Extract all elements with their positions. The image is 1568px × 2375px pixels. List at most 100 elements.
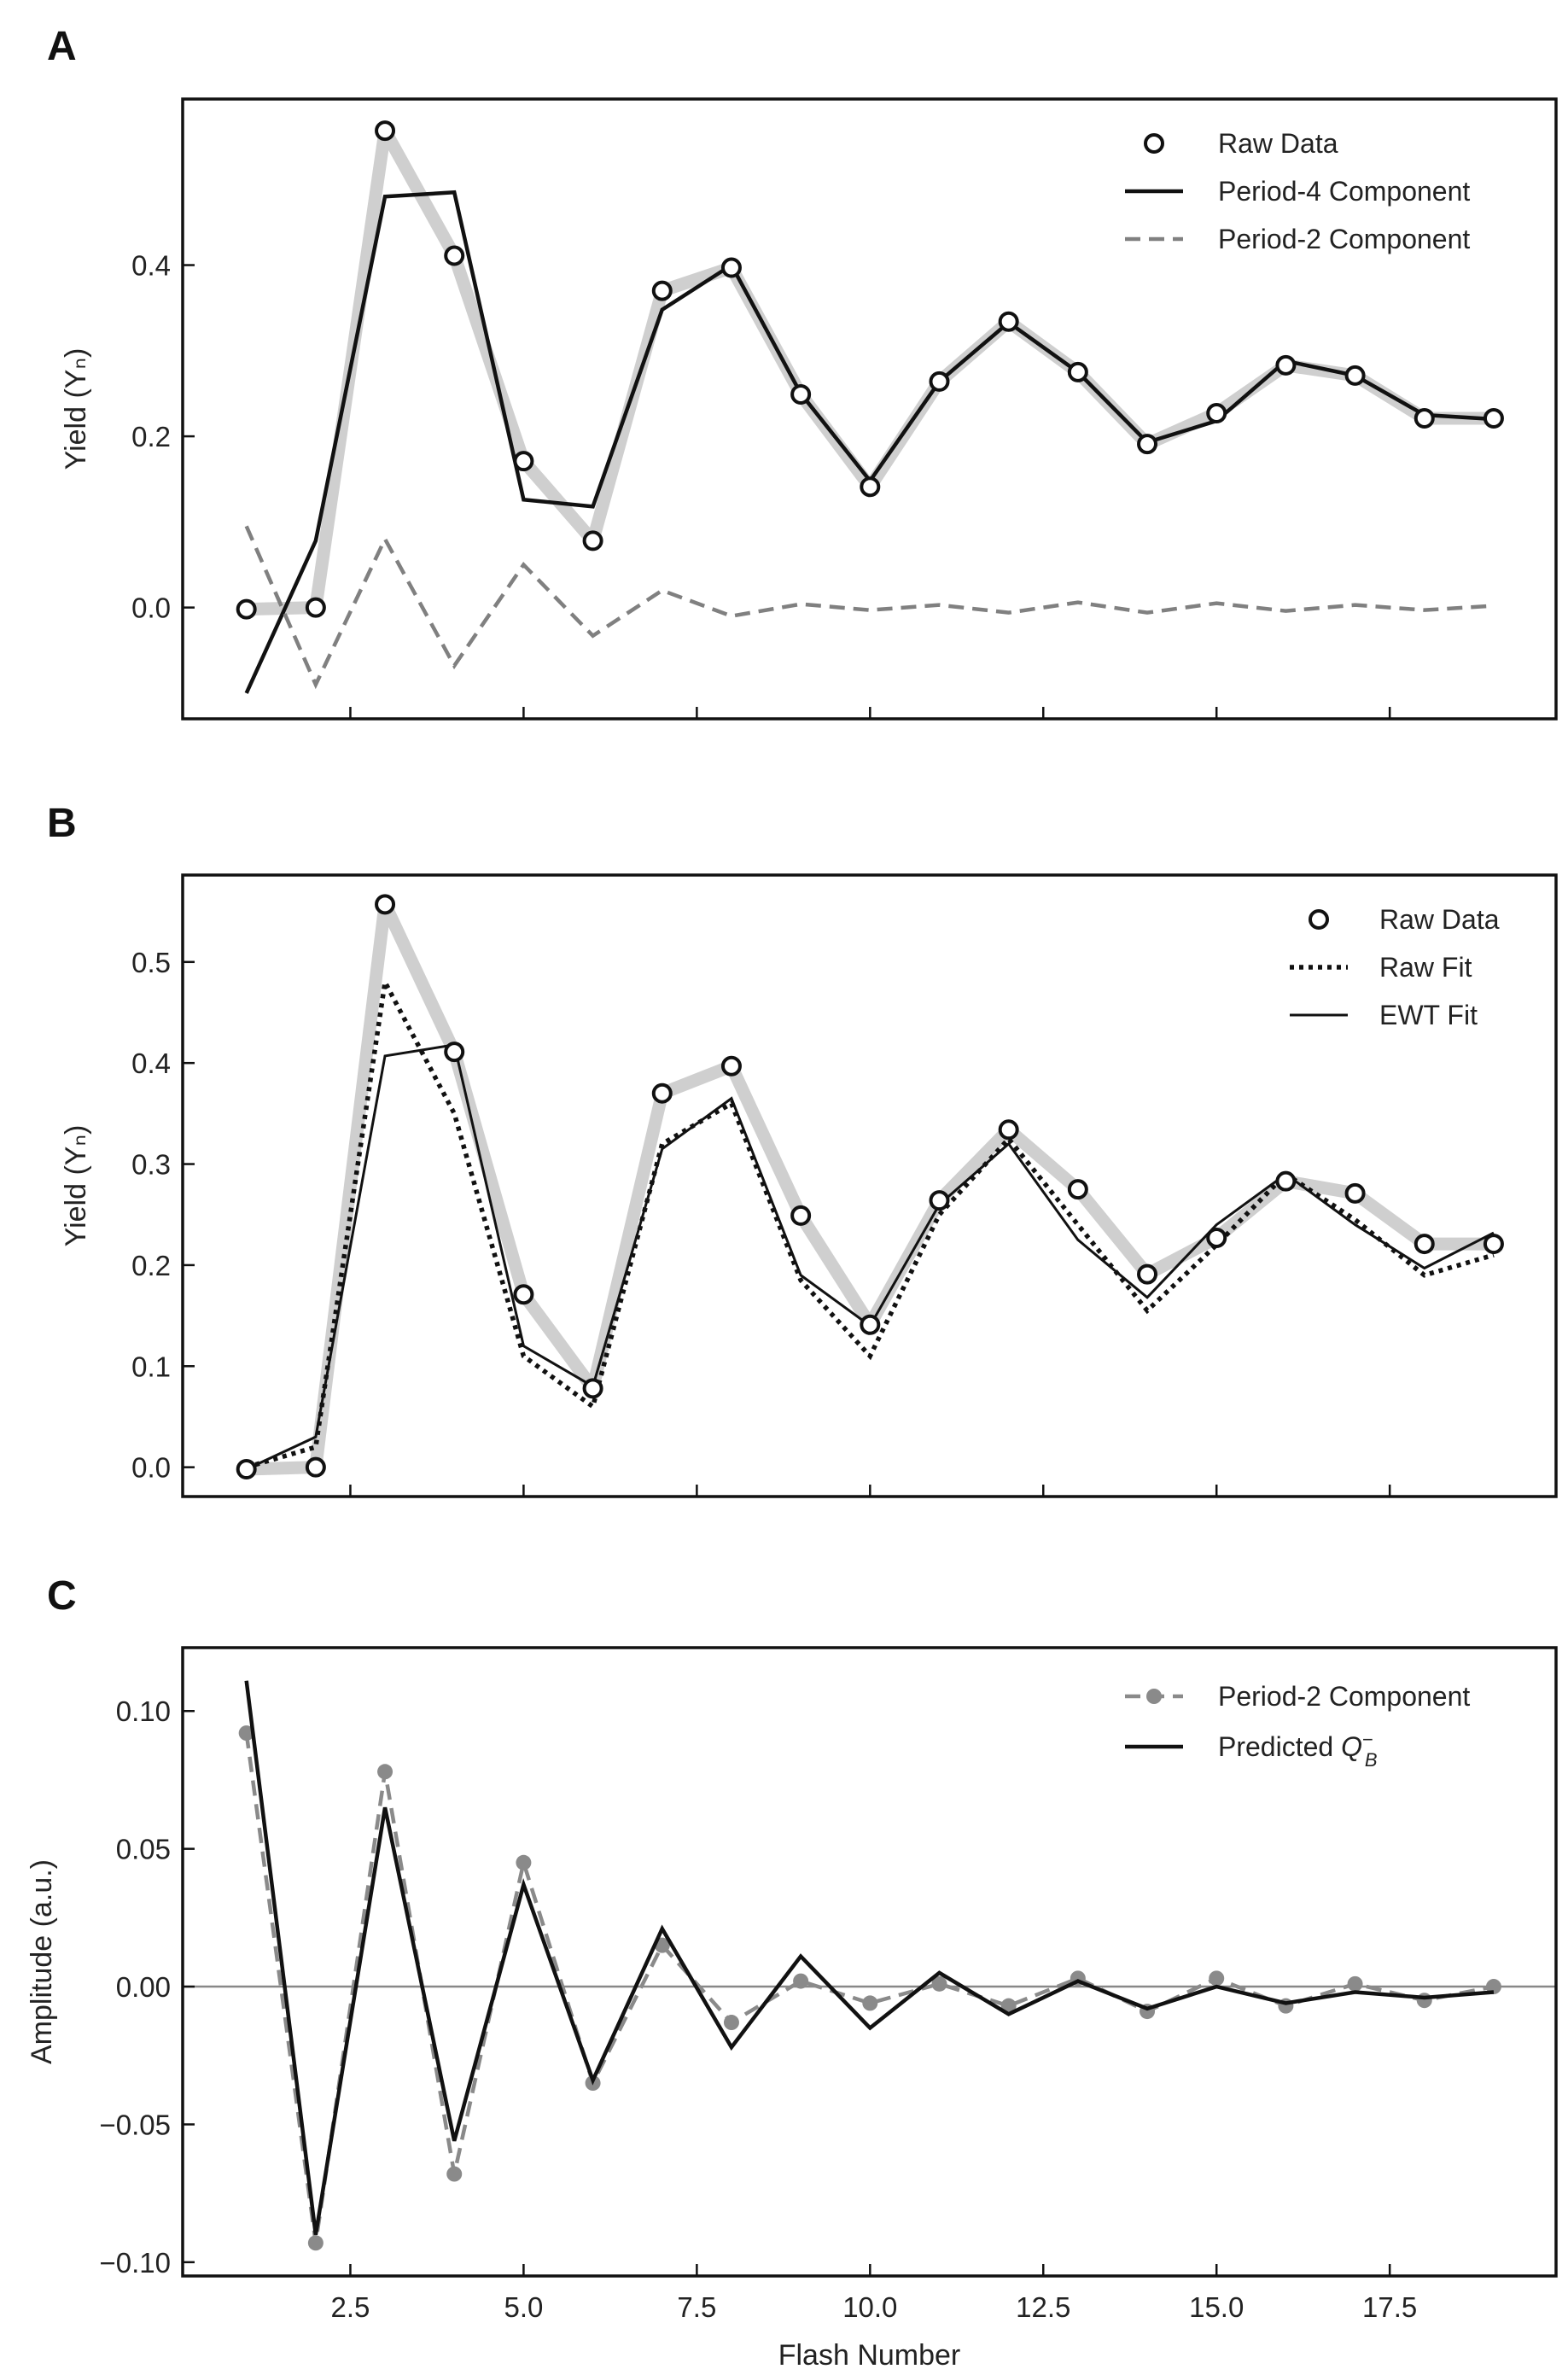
panel-label: C [47,1573,77,1619]
y-tick-label: 0.0 [131,592,171,624]
raw-data-point [444,1042,465,1063]
axes-frame [181,873,1558,1498]
x-tick-label: 5.0 [504,2291,543,2323]
raw-data-point [305,1456,326,1478]
y-tick-label: 0.0 [131,1452,171,1484]
y-tick-label: 0.5 [131,947,171,978]
raw-data-point [929,371,950,392]
raw-data-point [1206,403,1227,424]
legend: Raw Data Raw Fit EWT Fit [1290,904,1500,1030]
raw-data-point [998,311,1019,332]
raw-data-point [720,257,742,278]
legend-label: Period-2 Component [1218,1681,1470,1712]
period-2-point [862,1995,878,2011]
raw-data-point [1483,1234,1504,1255]
x-tick-label: 7.5 [677,2291,716,2323]
x-tick-label: 10.0 [842,2291,897,2323]
raw-data-point [1414,408,1435,429]
raw-data-point [651,1082,673,1104]
raw-data-point [860,1314,881,1335]
legend-label: Raw Data [1218,128,1338,159]
period-2-point [793,1973,809,1989]
legend-label: Raw Fit [1379,952,1472,983]
raw-data-point [860,476,881,498]
series-line-period-2-component [244,1732,1495,2244]
legend-label: Period-2 Component [1218,224,1470,254]
raw-data-point [929,1190,950,1211]
y-tick-label: 0.05 [116,1834,171,1865]
period-2-point [931,1975,947,1992]
legend-label: Period-4 Component [1218,176,1470,207]
y-axis-label: Amplitude (a.u.) [26,1859,58,2064]
legend-label: EWT Fit [1379,1000,1478,1030]
raw-data-point [513,1284,534,1305]
period-2-point [377,1764,393,1780]
panel-A: A 0.0 0.2 0.4 Yield (Yₙ) Raw Data Period-4 Com… [47,24,1558,721]
legend-item: Period-2 Component [1125,1681,1470,1712]
period-2-point [1485,1979,1501,1995]
period-2-point [238,1725,254,1742]
panel-label: A [47,24,77,69]
legend-item: Raw Data [1309,904,1500,935]
raw-data-point [1275,1170,1297,1192]
y-tick-label: 0.2 [131,421,171,452]
raw-data-point [375,120,396,142]
y-tick-label: 0.3 [131,1149,171,1181]
raw-data-point [720,1055,742,1077]
legend-marker-circle [1309,909,1329,930]
x-tick-label: 12.5 [1016,2291,1070,2323]
y-tick-label: 0.4 [131,250,171,282]
legend-item: EWT Fit [1290,1000,1478,1030]
raw-data-point [1414,1234,1435,1255]
x-tick-label: 15.0 [1189,2291,1244,2323]
legend: Period-2 Component Predicted Q− B [1125,1681,1470,1771]
period-2-point [723,2015,739,2031]
period-2-point [1209,1970,1225,1987]
y-tick-label: 0.4 [131,1047,171,1079]
period-2-point [1347,1975,1363,1992]
raw-data-point [236,598,257,620]
raw-data-point [790,1205,812,1226]
legend-label: Predicted Q− B [1218,1729,1378,1771]
raw-data-point [651,280,673,301]
legend-item: Raw Data [1144,128,1338,159]
panel-label: B [47,801,77,846]
series-line-predicted-q-b [244,1680,1495,2235]
raw-data-point [513,451,534,472]
y-tick-label: −0.05 [100,2109,172,2140]
raw-data-point [790,383,812,405]
y-tick-label: 0.1 [131,1351,171,1382]
raw-data-point [1137,1263,1158,1285]
legend: Raw Data Period-4 Component Period-2 Compo… [1125,128,1470,254]
y-tick-label: 0.2 [131,1250,171,1281]
period-2-point [446,2166,463,2182]
raw-data-trace [246,897,1494,1476]
raw-data-point [1137,434,1158,455]
raw-data-point [375,894,396,915]
raw-data-point [582,1378,603,1399]
series-line-period-4-component [244,190,1495,694]
axes-frame [181,1646,1558,2278]
y-tick-label: 0.00 [116,1971,171,2003]
panel-C: C 2.5 5.0 7.5 10.0 12.5 15.0 17.5 −0.10 −0.05 0.00… [26,1573,1558,2372]
y-tick-label: −0.10 [100,2247,172,2279]
period-2-point [1416,1993,1432,2009]
raw-data-point [1067,1179,1088,1200]
x-tick-label: 2.5 [331,2291,370,2323]
legend-label: Raw Data [1379,904,1500,935]
series-line-raw-fit [245,974,1495,1470]
raw-data-point [998,1119,1019,1141]
raw-data-point [1344,1182,1366,1204]
legend-item: Raw Fit [1290,952,1472,983]
x-tick-label: 17.5 [1362,2291,1417,2323]
period-2-point [307,2235,324,2251]
legend-item: Period-4 Component [1125,176,1470,207]
raw-data-point [1344,365,1366,386]
legend-marker-dot [1146,1689,1162,1704]
raw-data-point [1275,354,1297,376]
raw-data-point [1067,361,1088,382]
y-axis-label: Yield (Yₙ) [60,348,92,470]
x-axis-label: Flash Number [778,2339,961,2372]
raw-data-point [236,1459,257,1480]
